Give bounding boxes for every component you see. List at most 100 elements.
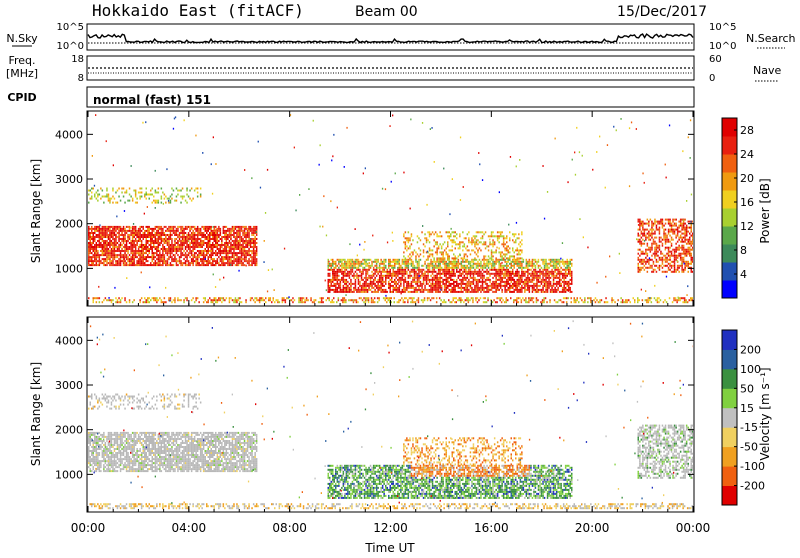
power-cell: [201, 254, 203, 256]
power-cell: [483, 233, 485, 235]
power-cell: [535, 273, 537, 275]
power-cell: [686, 255, 688, 257]
power-cell: [406, 271, 408, 273]
power-cell: [405, 237, 407, 239]
power-cell: [117, 236, 119, 238]
power-cell: [465, 279, 467, 281]
power-cell: [403, 287, 405, 289]
power-cell: [352, 261, 354, 263]
power-cell: [498, 261, 500, 263]
power-cell: [444, 291, 446, 293]
power-cell: [167, 198, 169, 200]
power-cell: [121, 234, 123, 236]
power-cell: [675, 249, 677, 251]
power-cell: [174, 297, 176, 299]
power-cell: [644, 261, 646, 263]
power-cell: [347, 287, 349, 289]
power-cell: [538, 277, 540, 279]
power-cell: [150, 244, 152, 246]
power-cell: [424, 287, 426, 289]
power-cell: [432, 231, 434, 233]
power-cell: [479, 269, 481, 271]
power-cell: [503, 245, 505, 247]
power-cell: [508, 245, 510, 247]
power-cell: [453, 275, 455, 277]
power-cell: [159, 232, 161, 234]
power-cell: [529, 277, 531, 279]
power-cell: [418, 255, 420, 257]
power-cell: [211, 264, 213, 266]
power-cell: [382, 277, 384, 279]
power-cell: [167, 230, 169, 232]
power-cell: [433, 257, 435, 259]
power-cell: [96, 228, 98, 230]
power-cell: [132, 242, 134, 244]
power-cell: [418, 269, 420, 271]
power-cell: [344, 267, 346, 269]
power-cell: [480, 241, 482, 243]
power-cell: [223, 250, 225, 252]
power-cell: [380, 279, 382, 281]
power-cell: [536, 273, 538, 275]
power-cell: [567, 263, 569, 265]
power-cell: [117, 202, 119, 204]
power-cell: [105, 258, 107, 260]
power-cell: [114, 258, 116, 260]
power-cell: [550, 271, 552, 273]
power-cell: [147, 240, 149, 242]
power-cell: [200, 238, 202, 240]
power-cell: [194, 226, 196, 228]
power-cell: [152, 236, 154, 238]
power-cell: [377, 261, 379, 263]
power-cell: [123, 254, 125, 256]
power-cell: [186, 242, 188, 244]
power-cell: [508, 271, 510, 273]
power-cell: [88, 230, 90, 232]
power-cell: [238, 226, 240, 228]
power-cell: [532, 287, 534, 289]
power-cell: [482, 287, 484, 289]
power-cell: [535, 291, 537, 293]
power-cell: [177, 297, 179, 299]
power-cell: [686, 251, 688, 253]
power-cell: [233, 262, 235, 264]
power-cell: [173, 246, 175, 248]
power-cell: [641, 261, 643, 263]
power-cell: [179, 244, 181, 246]
power-cell: [470, 261, 472, 263]
power-cell: [223, 228, 225, 230]
power-cell: [368, 259, 370, 261]
power-cell: [641, 225, 643, 227]
power-cell: [247, 230, 249, 232]
power-cell: [447, 265, 449, 267]
power-cell: [452, 249, 454, 251]
power-cell: [680, 253, 682, 255]
power-cell: [432, 269, 434, 271]
power-cell: [467, 277, 469, 279]
power-cell: [497, 279, 499, 281]
power-cell: [135, 264, 137, 266]
power-cell: [446, 279, 448, 281]
power-cell: [464, 257, 466, 259]
power-cell: [444, 263, 446, 265]
power-cell: [556, 273, 558, 275]
power-cell: [550, 285, 552, 287]
power-cell: [162, 258, 164, 260]
station-title: Hokkaido East (fitACF): [92, 1, 304, 20]
power-cell: [660, 237, 662, 239]
power-cell: [232, 244, 234, 246]
power-cell: [159, 228, 161, 230]
power-cell: [109, 256, 111, 258]
power-cell: [138, 232, 140, 234]
power-cell: [144, 246, 146, 248]
power-cell: [408, 285, 410, 287]
power-cell: [393, 273, 395, 275]
power-cell: [205, 242, 207, 244]
power-cell: [542, 259, 544, 261]
power-cell: [164, 242, 166, 244]
power-cell: [406, 237, 408, 239]
power-cell: [689, 233, 691, 235]
power-cell: [102, 238, 104, 240]
power-cell: [427, 255, 429, 257]
power-cell: [379, 287, 381, 289]
